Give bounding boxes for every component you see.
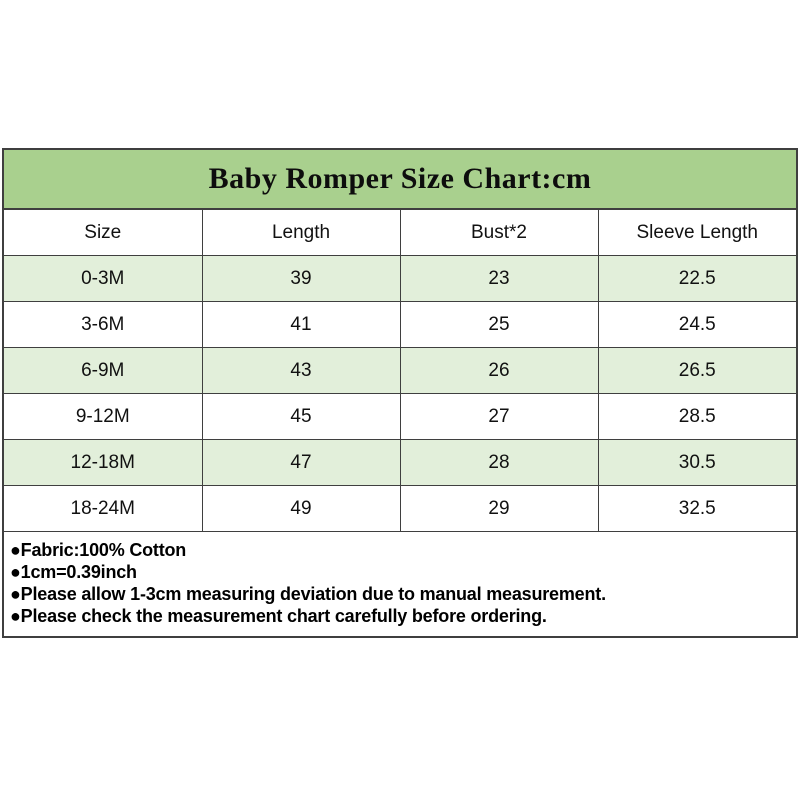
table-row: 18-24M 49 29 32.5 (4, 485, 796, 532)
cell-length: 39 (201, 255, 401, 302)
notes-section: ●Fabric:100% Cotton ●1cm=0.39inch ●Pleas… (4, 532, 796, 636)
column-header-bust: Bust*2 (399, 210, 599, 256)
table-row: 6-9M 43 26 26.5 (4, 347, 796, 394)
cell-length: 41 (201, 301, 401, 348)
cell-length: 49 (201, 485, 401, 532)
cell-length: 47 (201, 439, 401, 486)
cell-size: 0-3M (4, 255, 203, 302)
column-header-length: Length (201, 210, 401, 256)
cell-sleeve-length: 30.5 (597, 439, 796, 486)
cell-bust: 28 (399, 439, 599, 486)
cell-size: 12-18M (4, 439, 203, 486)
table-row: 9-12M 45 27 28.5 (4, 393, 796, 440)
table-row: 3-6M 41 25 24.5 (4, 301, 796, 348)
cell-size: 3-6M (4, 301, 203, 348)
cell-sleeve-length: 22.5 (597, 255, 796, 302)
cell-size: 18-24M (4, 485, 203, 532)
cell-sleeve-length: 26.5 (597, 347, 796, 394)
table-row: 12-18M 47 28 30.5 (4, 439, 796, 486)
note-fabric: ●Fabric:100% Cotton (10, 540, 187, 560)
cell-sleeve-length: 32.5 (597, 485, 796, 532)
cell-length: 43 (201, 347, 401, 394)
cell-bust: 23 (399, 255, 599, 302)
cell-bust: 27 (399, 393, 599, 440)
note-measuring-deviation: ●Please allow 1-3cm measuring deviation … (10, 584, 606, 604)
cell-size: 6-9M (4, 347, 203, 394)
column-header-sleeve-length: Sleeve Length (597, 210, 796, 256)
cell-bust: 26 (399, 347, 599, 394)
cell-length: 45 (201, 393, 401, 440)
cell-bust: 25 (399, 301, 599, 348)
cell-sleeve-length: 28.5 (597, 393, 796, 440)
cell-sleeve-length: 24.5 (597, 301, 796, 348)
size-chart-panel: Baby Romper Size Chart:cm Size Length Bu… (2, 148, 798, 638)
table-row: 0-3M 39 23 22.5 (4, 255, 796, 302)
cell-size: 9-12M (4, 393, 203, 440)
size-table: Size Length Bust*2 Sleeve Length 0-3M 39… (4, 210, 796, 532)
column-header-size: Size (4, 210, 203, 256)
cell-bust: 29 (399, 485, 599, 532)
note-unit-conversion: ●1cm=0.39inch (10, 562, 137, 582)
table-header-row: Size Length Bust*2 Sleeve Length (4, 210, 796, 256)
chart-title: Baby Romper Size Chart:cm (4, 150, 796, 210)
note-check-chart: ●Please check the measurement chart care… (10, 606, 547, 626)
